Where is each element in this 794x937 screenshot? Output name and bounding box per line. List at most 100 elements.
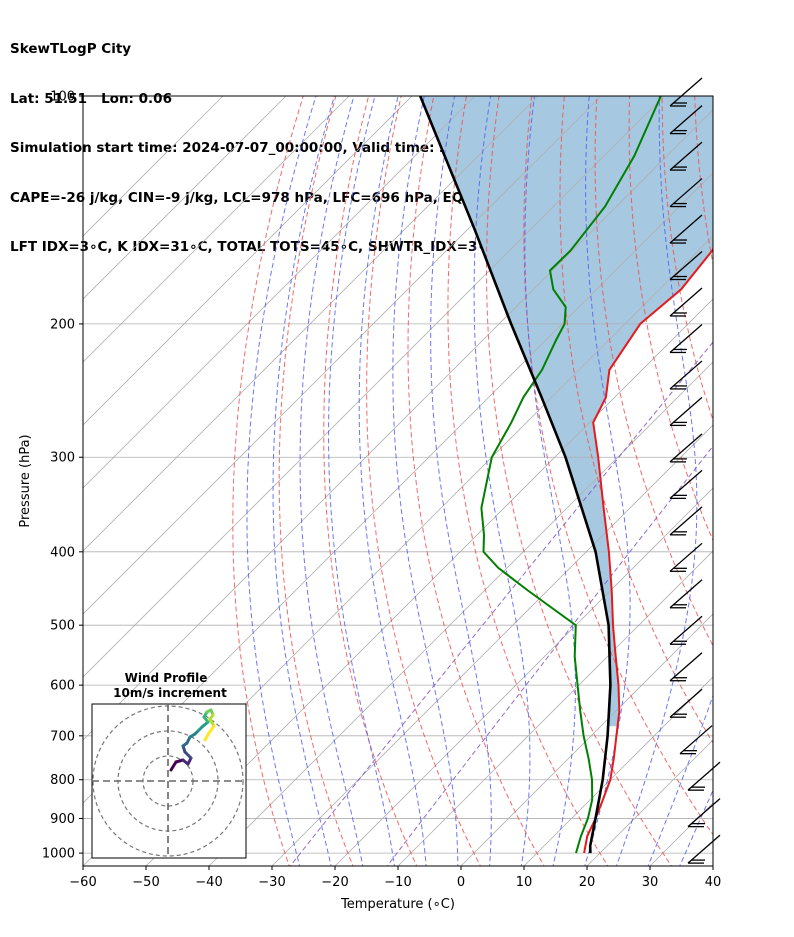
y-tick-label: 100 xyxy=(50,90,75,105)
isotherm-line xyxy=(83,96,224,237)
wind-barb xyxy=(669,360,703,390)
isotherm-line xyxy=(523,676,713,866)
isotherm-line xyxy=(208,361,713,866)
wind-barb xyxy=(669,652,703,682)
moist-adiabat-line xyxy=(299,96,364,866)
x-tick-label: −20 xyxy=(321,875,348,890)
isotherm-line xyxy=(83,96,665,678)
isotherm-line xyxy=(83,96,287,300)
mixing-ratio-lines xyxy=(289,341,713,866)
dry-adiabat-line xyxy=(447,96,609,866)
station-title: SkewTLogP City xyxy=(10,41,132,57)
x-tick-label: 0 xyxy=(457,875,465,890)
wind-barb xyxy=(669,433,703,463)
isotherm-line xyxy=(397,550,713,866)
wind-barb xyxy=(687,834,721,864)
wind-barb xyxy=(669,251,703,281)
isotherm-line xyxy=(776,96,794,866)
x-tick-label: 10 xyxy=(516,875,533,890)
moist-adiabat-line xyxy=(584,96,631,866)
dry-adiabat-line xyxy=(727,79,794,869)
dry-adiabat-line xyxy=(232,96,304,866)
x-tick-label: 30 xyxy=(642,875,659,890)
moist-adiabat-line xyxy=(358,96,427,866)
isotherm-line xyxy=(712,865,713,866)
hodograph-subtitle: 10m/s increment xyxy=(113,686,227,700)
moist-adiabat-line xyxy=(647,694,713,866)
wind-barb xyxy=(669,178,703,208)
cape-area xyxy=(420,96,713,727)
y-tick-label: 900 xyxy=(50,812,75,827)
temperature-profile xyxy=(583,247,713,854)
isotherm-line xyxy=(334,487,713,866)
wind-barb xyxy=(679,725,713,755)
dry-adiabat-line xyxy=(278,96,354,866)
dry-adiabat-line xyxy=(407,96,545,866)
wind-barb xyxy=(669,141,703,171)
moist-adiabat-line xyxy=(473,96,531,866)
dewpoint-profile xyxy=(480,96,662,854)
plot-area xyxy=(83,79,794,869)
wind-barb xyxy=(669,469,703,500)
parcel-profile xyxy=(418,96,612,854)
dry-adiabat-line xyxy=(485,96,673,866)
dry-adiabat-line xyxy=(759,79,794,869)
y-axis-label: Pressure (hPa) xyxy=(18,434,33,527)
x-tick-label: −10 xyxy=(384,875,411,890)
dry-adiabat-line xyxy=(366,96,481,866)
x-tick-label: 40 xyxy=(705,875,722,890)
moist-adiabat-line xyxy=(272,96,335,866)
dry-adiabat-line xyxy=(594,96,713,647)
x-axis-label: Temperature (∘C) xyxy=(340,897,455,912)
hodograph-title: Wind Profile xyxy=(125,671,208,685)
wind-barb xyxy=(669,688,703,718)
index-info: LFT IDX=3∘C, K IDX=31∘C, TOTAL TOTS=45∘C… xyxy=(10,239,496,255)
x-tick-label: −40 xyxy=(195,875,222,890)
wind-barb xyxy=(669,214,703,244)
isotherm-line xyxy=(83,96,350,363)
x-tick-label: −60 xyxy=(69,875,96,890)
isotherm-line xyxy=(83,96,413,426)
hodograph-segment xyxy=(169,760,178,772)
dry-adiabat-line xyxy=(523,96,713,836)
wind-barb xyxy=(669,542,703,572)
y-tick-label: 500 xyxy=(50,619,75,634)
moist-adiabat-line xyxy=(679,789,713,866)
isotherm-line xyxy=(460,613,713,866)
dry-adiabat-line xyxy=(323,96,418,866)
isotherm-line xyxy=(271,424,713,866)
isotherm-line xyxy=(83,96,539,552)
wind-barb xyxy=(669,77,703,107)
wind-barb xyxy=(669,105,703,135)
x-tick-label: −50 xyxy=(132,875,159,890)
x-tick-label: −30 xyxy=(258,875,285,890)
wind-barb xyxy=(669,579,703,609)
wind-barb xyxy=(669,323,703,354)
dry-adiabat-line xyxy=(661,96,713,422)
moist-adiabat-line xyxy=(430,96,492,866)
wind-barb xyxy=(687,761,721,791)
y-tick-label: 800 xyxy=(50,773,75,788)
profiles xyxy=(418,96,713,854)
y-tick-label: 700 xyxy=(50,729,75,744)
moist-adiabat-line xyxy=(524,96,576,866)
wind-barb xyxy=(687,798,721,828)
moist-adiabat-line xyxy=(392,96,459,866)
wind-barb xyxy=(669,287,703,317)
wind-barb xyxy=(669,506,703,536)
y-tick-label: 400 xyxy=(50,545,75,560)
dry-adiabat-line xyxy=(559,96,713,744)
y-tick-label: 300 xyxy=(50,451,75,466)
dry-adiabats xyxy=(232,79,794,869)
y-axis-ticks: 100 200 300 400 500 600 700 800 900 1000 xyxy=(42,90,83,862)
mixing-ratio-line xyxy=(289,341,713,866)
x-tick-label: 20 xyxy=(579,875,596,890)
y-tick-label: 600 xyxy=(50,679,75,694)
hodograph-segment xyxy=(203,731,211,742)
y-tick-label: 200 xyxy=(50,317,75,332)
x-axis-ticks: −60 −50 −40 −30 −20 −10 0 10 20 30 40 xyxy=(69,866,721,890)
y-tick-label: 1000 xyxy=(42,847,75,862)
wind-barb xyxy=(669,615,703,645)
wind-barbs xyxy=(669,77,721,864)
